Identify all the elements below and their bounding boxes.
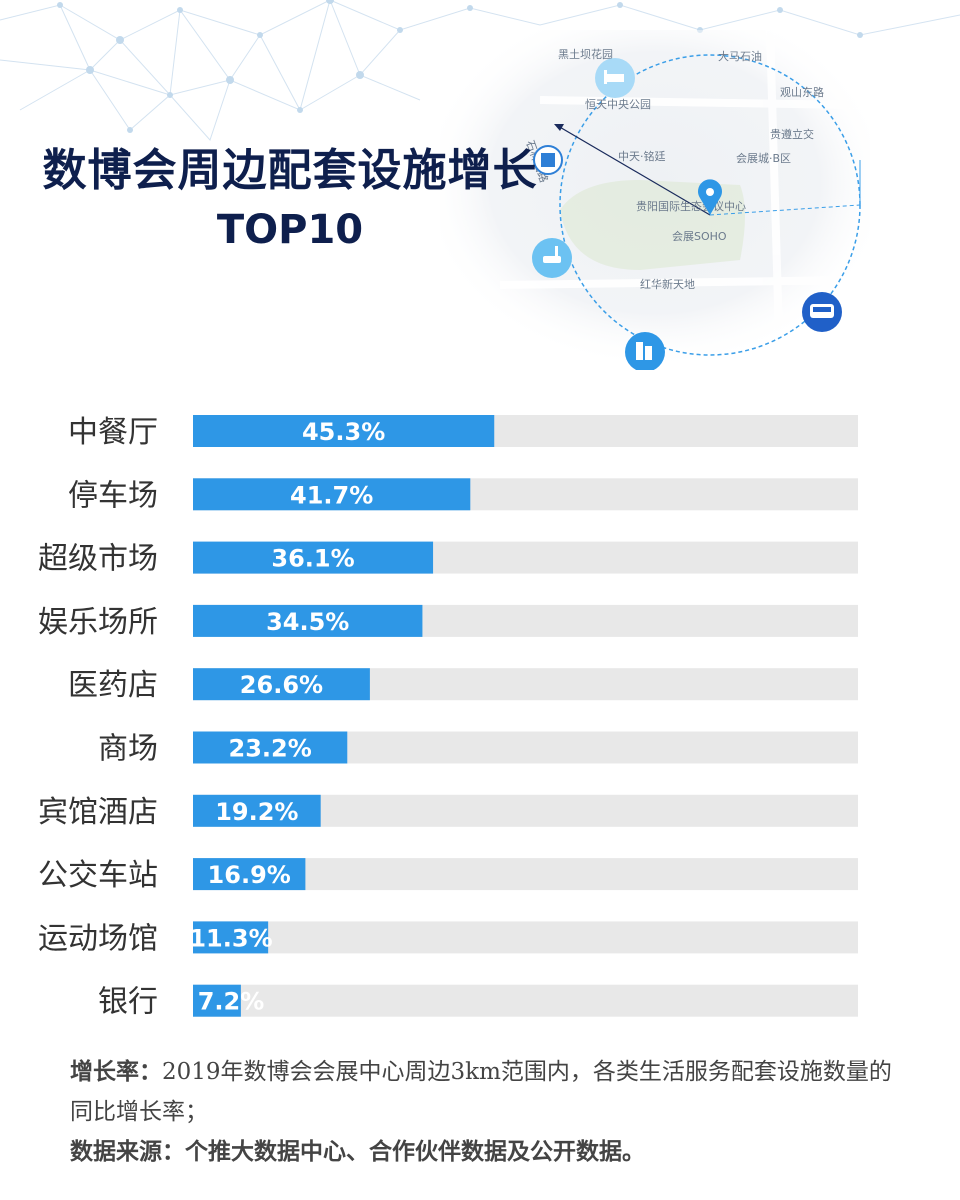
bar-track [193,921,858,954]
map-label: 观山东路 [780,86,824,99]
bar [193,731,348,764]
value-label: 41.7% [290,481,373,509]
bar-row: 医药店 26.6% [68,668,858,703]
bar-row: 停车场 41.7% [68,478,858,513]
bar [193,541,434,574]
map-label: 贵遵立交 [770,127,814,141]
building-icon [533,145,563,175]
bar-row: 商场 23.2% [98,731,858,767]
title-line-2: TOP10 [216,207,364,253]
value-label: 16.9% [208,861,291,889]
map-label: 贵阳国际生态会议中心 [636,199,746,213]
bar [193,858,306,891]
bar-row: 娱乐场所 34.5% [38,604,858,640]
bar-row: 宾馆酒店 19.2% [38,794,858,830]
map-label: 会展城·B区 [736,152,791,165]
bar-row: 超级市场 36.1% [38,541,858,577]
map-label: 恒天中央公园 [585,98,651,111]
value-label: 45.3% [302,418,385,446]
category-label: 宾馆酒店 [38,795,158,830]
category-label: 医药店 [68,668,158,703]
category-label: 停车场 [68,478,158,513]
bar-track [193,984,858,1017]
value-label: 36.1% [271,545,354,573]
bar [193,984,241,1017]
source-note-label: 数据来源： [70,1138,185,1165]
value-label: 19.2% [215,798,298,826]
category-label: 娱乐场所 [38,605,158,640]
value-label: 23.2% [229,735,312,763]
value-label: 11.3% [189,924,272,952]
map-label: 红华新天地 [640,277,695,291]
source-note-text: 个推大数据中心、合作伙伴数据及公开数据。 [185,1138,645,1165]
title-line-1: 数博会周边配套设施增长 [42,145,538,196]
value-label: 26.6% [240,671,323,699]
map-label: 大马石油 [718,49,762,63]
bar [193,921,269,954]
value-label: 34.5% [266,608,349,636]
bar-row: 运动场馆 11.3% [38,921,858,956]
map-label: 中天·铭廷 [618,149,666,163]
bar [193,478,471,511]
bar-row: 公交车站 16.9% [38,858,858,893]
category-label: 商场 [98,732,158,767]
bar-row: 银行 7.2% [98,984,858,1020]
apartment-icon [625,332,665,370]
bar-row: 中餐厅 45.3% [68,415,858,450]
category-label: 超级市场 [38,542,158,577]
category-label: 中餐厅 [68,415,158,450]
footnote: 增长率：2019年数博会会展中心周边3km范围内，各类生活服务配套设施数量的同比… [70,1052,900,1172]
bar [193,668,370,701]
growth-note-label: 增长率： [70,1058,162,1085]
growth-note-text: 2019年数博会会展中心周边3km范围内，各类生活服务配套设施数量的同比增长率； [70,1059,892,1125]
restaurant-icon [532,238,572,278]
network-background [0,0,960,141]
source-note: 数据来源：个推大数据中心、合作伙伴数据及公开数据。 [70,1132,900,1172]
map-label: 会展SOHO [672,230,727,243]
value-label: 7.2% [198,988,265,1016]
hotel-icon [595,58,635,98]
venue-map: 黑土坝花园 大马石油 恒天中央公园 中天·铭廷 会展城·B区 贵阳国际生态会议中… [440,30,870,370]
growth-note: 增长率：2019年数博会会展中心周边3km范围内，各类生活服务配套设施数量的同比… [70,1052,900,1132]
bar [193,604,423,637]
location-pin-icon [698,179,722,215]
page-title: 数博会周边配套设施增长 TOP10 [20,140,560,258]
bar [193,794,321,827]
category-label: 公交车站 [38,858,158,893]
bus-icon [802,292,842,332]
growth-bar-chart: 中餐厅 45.3% 停车场 41.7% 超级市场 36.1% 娱乐场所 34.5% 医药店 26.… [38,415,858,1020]
category-label: 运动场馆 [38,921,158,956]
map-label: 黑土坝花园 [558,47,613,61]
bar [193,415,495,447]
category-label: 银行 [98,985,158,1020]
